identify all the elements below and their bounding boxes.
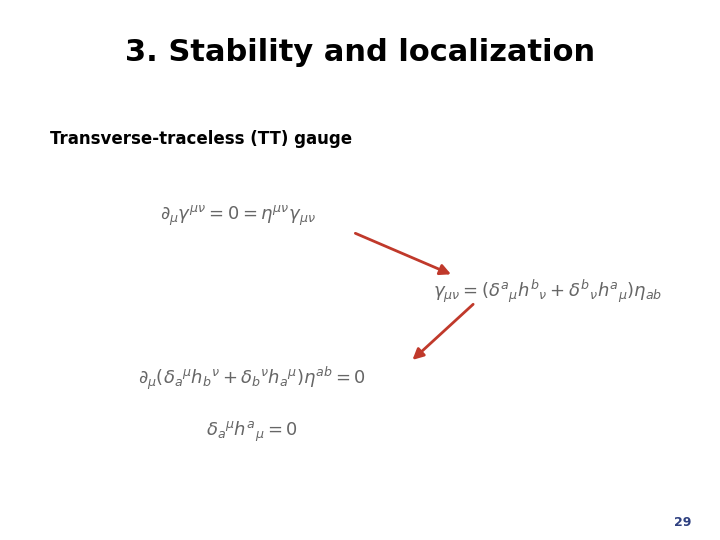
- Text: $\gamma_{\mu\nu} = (\delta^{a}{}_{\mu}h^{b}{}_{\nu} + \delta^{b}{}_{\nu}h^{a}{}_: $\gamma_{\mu\nu} = (\delta^{a}{}_{\mu}h^…: [433, 278, 662, 305]
- Text: 29: 29: [674, 516, 691, 529]
- Text: $\partial_{\mu}(\delta_{a}{}^{\mu}h_{b}{}^{\nu} + \delta_{b}{}^{\nu}h_{a}{}^{\mu: $\partial_{\mu}(\delta_{a}{}^{\mu}h_{b}{…: [138, 364, 366, 391]
- Text: 3. Stability and localization: 3. Stability and localization: [125, 38, 595, 67]
- Text: Transverse-traceless (TT) gauge: Transverse-traceless (TT) gauge: [50, 130, 353, 147]
- Text: $\partial_{\mu}\gamma^{\mu\nu} = 0 = \eta^{\mu\nu}\gamma_{\mu\nu}$: $\partial_{\mu}\gamma^{\mu\nu} = 0 = \et…: [160, 204, 315, 228]
- Text: $\delta_{a}{}^{\mu}h^{a}{}_{\mu} = 0$: $\delta_{a}{}^{\mu}h^{a}{}_{\mu} = 0$: [206, 420, 298, 444]
